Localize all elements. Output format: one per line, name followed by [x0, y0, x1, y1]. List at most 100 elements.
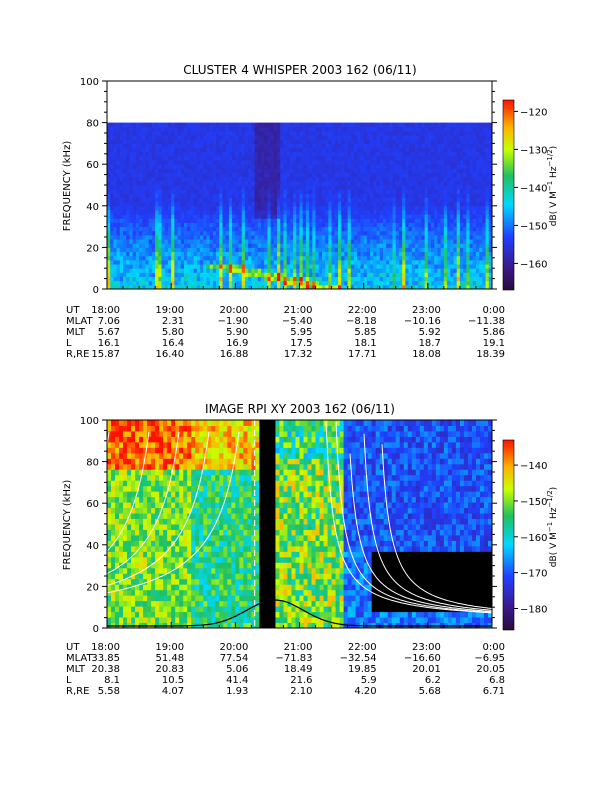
spectrogram-cell — [379, 151, 384, 157]
spectrogram-cell — [415, 230, 419, 236]
spectrogram-cell — [456, 147, 461, 153]
spectrogram-cell — [244, 230, 249, 236]
spectrogram-cell — [344, 243, 349, 248]
spectrogram-cell — [107, 562, 112, 569]
spectrogram-cell — [347, 251, 352, 257]
spectrogram-cell — [447, 164, 451, 169]
spectrogram-cell — [321, 222, 326, 228]
spectrogram-cell — [434, 280, 438, 286]
spectrogram-cell — [318, 222, 323, 228]
spectrogram-cell — [151, 243, 156, 248]
spectrogram-cell — [421, 226, 426, 232]
spectrogram-cell — [312, 122, 317, 128]
spectrogram-cell — [219, 214, 223, 219]
spectrogram-cell — [370, 255, 374, 261]
spectrogram-cell — [424, 164, 429, 169]
spectrogram-cell — [431, 139, 435, 144]
spectrogram-cell — [228, 280, 233, 286]
spectrogram-cell — [363, 284, 368, 290]
spectrogram-cell — [386, 243, 390, 248]
spectrogram-cell — [190, 209, 195, 215]
spectrogram-cell — [418, 122, 422, 128]
spectrogram-cell — [398, 239, 403, 244]
spectrogram-cell — [402, 155, 406, 161]
spectrogram-cell — [187, 155, 191, 161]
spectrogram-cell — [469, 122, 474, 128]
spectrogram-cell — [302, 243, 307, 248]
spectrogram-cell — [402, 160, 406, 165]
spectrogram-cell — [309, 226, 313, 232]
spectrogram-cell — [241, 226, 246, 232]
spectrogram-cell — [302, 193, 307, 198]
spectrogram-cell — [261, 230, 265, 236]
spectrogram-cell — [315, 135, 320, 140]
spectrogram-cell — [376, 168, 381, 174]
spectrogram-cell — [123, 176, 127, 182]
spectrogram-cell — [277, 197, 281, 203]
spectrogram-cell — [280, 264, 284, 269]
spectrogram-cell — [232, 180, 236, 186]
spectrogram-cell — [370, 147, 374, 153]
spectrogram-cell — [472, 143, 477, 149]
spectrogram-cell — [225, 264, 230, 269]
spectrogram-cell — [261, 122, 265, 128]
spectrogram-cell — [354, 259, 358, 265]
spectrogram-cell — [161, 135, 166, 140]
spectrogram-cell — [289, 168, 294, 174]
spectrogram-cell — [431, 193, 435, 198]
spectrogram-cell — [328, 193, 333, 198]
spectrogram-cell — [190, 205, 195, 211]
spectrogram-cell — [241, 197, 246, 203]
spectrogram-cell — [241, 239, 246, 244]
spectrogram-cell — [463, 180, 467, 186]
spectrogram-cell — [151, 222, 156, 228]
spectrogram-cell — [447, 247, 451, 253]
spectrogram-cell — [174, 284, 179, 290]
spectrogram-cell — [129, 255, 134, 261]
spectrogram-cell — [286, 234, 291, 240]
spectrogram-cell — [174, 251, 179, 257]
spectrogram-cell — [302, 172, 307, 178]
spectrogram-cell — [427, 222, 432, 228]
spectrogram-cell — [334, 168, 339, 174]
spectrogram-cell — [126, 139, 130, 144]
spectrogram-cell — [315, 218, 320, 223]
spectrogram-cell — [392, 214, 397, 219]
spectrogram-cell — [360, 222, 365, 228]
spectrogram-cell — [111, 584, 116, 591]
spectrogram-cell — [408, 176, 413, 182]
spectrogram-cell — [248, 247, 252, 253]
spectrogram-cell — [270, 126, 275, 132]
spectrogram-cell — [386, 147, 390, 153]
spectrogram-cell — [392, 243, 397, 248]
spectrogram-cell — [119, 209, 124, 215]
spectrogram-cell — [443, 251, 448, 257]
spectrogram-cell — [261, 197, 265, 203]
spectrogram-cell — [110, 234, 114, 240]
spectrogram-cell — [206, 197, 211, 203]
spectrogram-cell — [235, 176, 240, 182]
spectrogram-cell — [421, 218, 426, 223]
spectrogram-cell — [415, 247, 419, 253]
spectrogram-cell — [132, 247, 137, 253]
spectrogram-cell — [232, 143, 236, 149]
spectrogram-cell — [357, 247, 361, 253]
spectrogram-cell — [164, 197, 169, 203]
spectrogram-cell — [482, 218, 487, 223]
spectrogram-cell — [132, 222, 137, 228]
spectrogram-cell — [350, 143, 355, 149]
spectrogram-cell — [254, 205, 259, 211]
spectrogram-cell — [338, 147, 342, 153]
spectrogram-cell — [203, 259, 207, 265]
spectrogram-cell — [257, 201, 262, 207]
spectrogram-cell — [331, 230, 336, 236]
spectrogram-cell — [119, 172, 124, 178]
spectrogram-cell — [235, 197, 240, 203]
spectrogram-cell — [366, 147, 371, 153]
spectrogram-cell — [251, 155, 256, 161]
spectrogram-cell — [206, 122, 211, 128]
spectrogram-cell — [334, 268, 339, 273]
spectrogram-cell — [321, 226, 326, 232]
spectrogram-cell — [219, 251, 223, 257]
spectrogram-cell — [132, 205, 137, 211]
